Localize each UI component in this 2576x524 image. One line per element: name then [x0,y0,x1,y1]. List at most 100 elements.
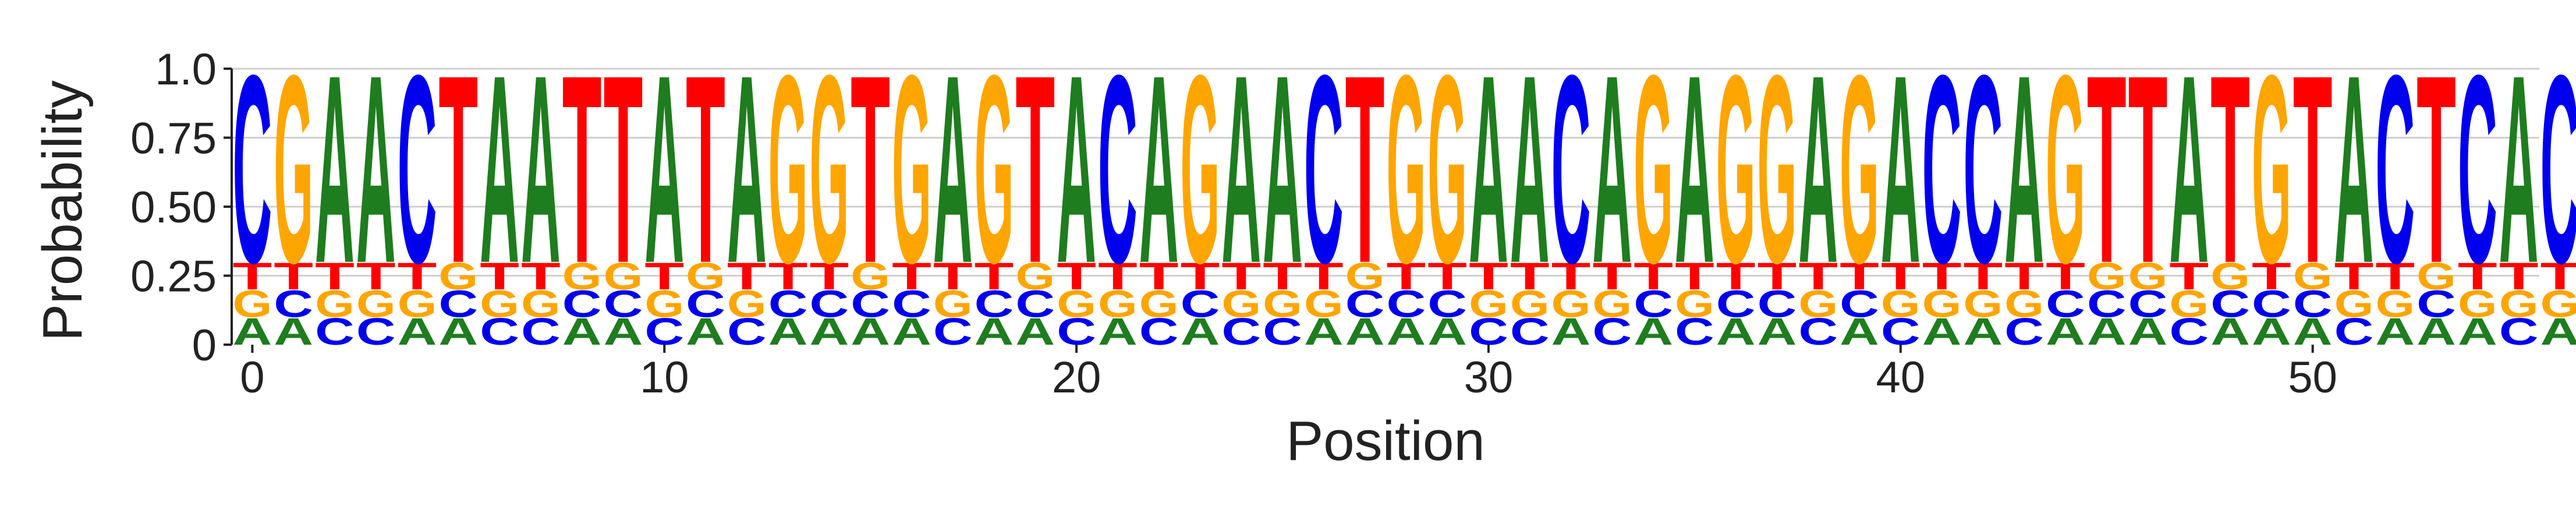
logo-letter-T: T [2293,20,2333,320]
y-tick-label: 0 [192,321,217,370]
logo-letter-T: T [1469,255,1508,298]
logo-letter-G: G [1181,20,1220,319]
logo-letter-A: A [1015,311,1055,353]
logo-letter-T: T [1139,255,1179,298]
logo-letter-A: A [2004,20,2044,319]
logo-letter-G: G [975,20,1014,319]
logo-letter-A: A [562,311,602,353]
logo-letter-A: A [975,311,1014,353]
logo-letter-C: C [851,283,890,325]
logo-letter-G: G [438,255,478,298]
logo-letter-G: G [1387,20,1426,319]
logo-letter-G: G [1139,283,1179,325]
logo-letter-G: G [562,255,602,298]
logo-letter-C: C [933,311,973,353]
logo-letter-A: A [2169,20,2209,319]
logo-letter-A: A [2210,311,2250,353]
y-axis-label: Probability [31,80,94,341]
logo-letter-A: A [2252,311,2291,353]
logo-letter-C: C [1098,20,1138,319]
logo-letter-A: A [892,311,931,353]
logo-letter-G: G [2004,283,2044,325]
logo-letter-A: A [686,311,725,353]
logo-letter-G: G [1510,283,1550,325]
logo-letters: AGTCACTGCGTACGTAAGTCACGTCGTACGTAACGTACGT… [233,20,2576,353]
logo-letter-G: G [1922,283,1962,325]
logo-letter-G: G [1057,283,1096,325]
logo-letter-C: C [2375,20,2415,319]
logo-letter-A: A [274,311,313,353]
logo-letter-A: A [1840,311,1879,353]
logo-letter-C: C [1551,20,1591,319]
logo-letter-A: A [2128,311,2168,353]
logo-letter-T: T [1015,20,1055,320]
logo-letter-G: G [2128,255,2168,298]
logo-letter-T: T [2169,255,2209,298]
logo-letter-G: G [480,283,519,325]
logo-letter-G: G [810,20,849,319]
logo-letter-G: G [1758,20,1797,319]
logo-letter-A: A [1345,311,1385,353]
logo-letter-T: T [1675,255,1714,298]
logo-letter-C: C [1263,311,1302,353]
logo-letter-T: T [1634,255,1673,298]
logo-letter-G: G [686,255,725,298]
logo-letter-G: G [933,283,973,325]
logo-letter-A: A [1510,20,1550,319]
logo-letter-G: G [2499,283,2539,325]
logo-letter-C: C [604,283,643,325]
gridlines [232,68,2539,277]
logo-letter-A: A [1181,311,1220,353]
logo-letter-A: A [768,311,808,353]
logo-letter-A: A [727,20,767,319]
logo-letter-G: G [233,283,272,325]
logo-letter-A: A [2416,311,2456,353]
logo-letter-T: T [315,255,355,298]
logo-letter-T: T [2499,255,2539,298]
logo-letter-G: G [398,283,437,325]
logo-letter-A: A [1675,20,1714,319]
x-tick-label: 10 [640,353,689,402]
logo-letter-T: T [356,255,396,298]
x-tick-label: 40 [1876,353,1926,402]
logo-letter-G: G [2210,255,2250,298]
logo-letter-C: C [1840,283,1879,325]
logo-letter-C: C [480,311,519,353]
logo-letter-G: G [2458,283,2497,325]
logo-letter-A: A [1881,20,1921,319]
logo-letter-G: G [1263,283,1302,325]
logo-letter-G: G [1469,283,1508,325]
logo-letter-C: C [1716,283,1756,325]
logo-letter-T: T [2252,255,2291,298]
logo-letter-A: A [2499,20,2539,319]
logo-letter-T: T [810,255,849,298]
logo-letter-T: T [521,255,561,298]
logo-letter-A: A [1758,311,1797,353]
logo-letter-T: T [1881,255,1921,298]
logo-letter-T: T [2087,20,2127,320]
logo-letter-A: A [521,20,561,319]
logo-letter-G: G [1716,20,1756,319]
logo-letter-C: C [233,20,272,319]
logo-letter-T: T [480,255,519,298]
y-axis-ticks: 0 0.25 0.50 0.75 1.0 [130,45,232,370]
y-tick-label: 0.75 [130,114,217,164]
logo-letter-T: T [1221,255,1261,298]
logo-letter-C: C [1304,20,1344,319]
logo-letter-C: C [975,283,1014,325]
logo-letter-C: C [2293,283,2333,325]
logo-letter-T: T [1716,255,1756,298]
logo-letter-T: T [1263,255,1302,298]
logo-letter-G: G [644,283,684,325]
logo-letter-G: G [2416,255,2456,298]
logo-letter-C: C [2046,283,2085,325]
logo-letter-T: T [1551,255,1591,298]
logo-letter-T: T [2375,255,2415,298]
logo-letter-A: A [1427,311,1467,353]
logo-letter-A: A [1551,311,1591,353]
logo-letter-C: C [1758,283,1797,325]
logo-letter-C: C [2169,311,2209,353]
logo-letter-A: A [933,20,973,319]
logo-letter-C: C [2334,311,2374,353]
